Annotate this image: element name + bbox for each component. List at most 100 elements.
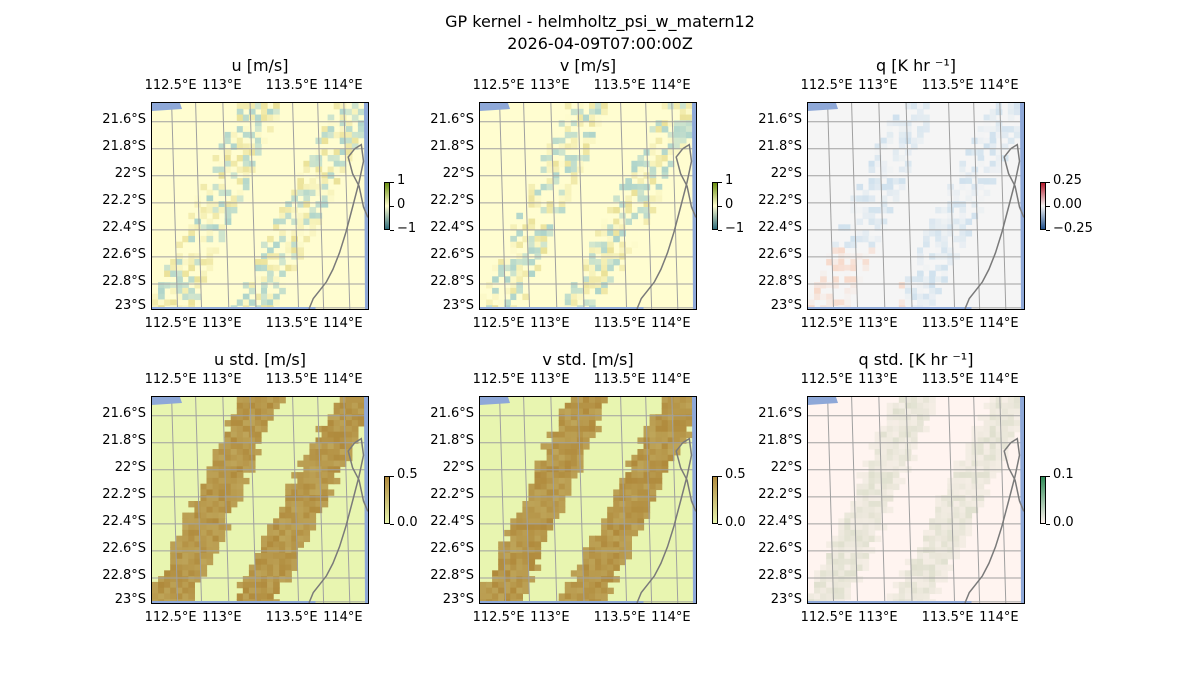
x-tick-label-bottom: 113°E	[858, 610, 898, 625]
heatmap-cell	[1001, 402, 1009, 410]
heatmap-cell	[983, 114, 991, 121]
x-tick-label-top: 114°E	[651, 372, 691, 387]
heatmap-cell	[886, 402, 894, 410]
heatmap-cell	[673, 131, 681, 139]
heatmap-cell	[661, 126, 669, 133]
heatmap-cell	[953, 460, 960, 467]
heatmap-cell	[923, 299, 930, 306]
heatmap-cell	[832, 570, 839, 577]
heatmap-cell	[224, 443, 232, 450]
heatmap-cell	[285, 547, 292, 554]
heatmap-cell	[892, 178, 900, 185]
heatmap-cell	[321, 477, 329, 485]
heatmap-cell	[850, 535, 858, 543]
heatmap-cell	[667, 103, 675, 110]
heatmap-cell	[838, 553, 845, 560]
coastline	[347, 148, 368, 218]
heatmap-cell	[856, 506, 864, 514]
heatmap-cell	[947, 218, 954, 225]
heatmap-cell	[516, 593, 523, 600]
heatmap-cell	[631, 483, 639, 491]
heatmap-cell	[631, 529, 639, 537]
heatmap-cell	[643, 506, 651, 514]
heatmap-cell	[601, 576, 608, 583]
heatmap-cell	[236, 472, 244, 479]
ocean-edge	[152, 307, 316, 309]
heatmap-cell	[188, 529, 195, 537]
heatmap-cell	[267, 587, 274, 595]
heatmap-cell	[552, 160, 560, 168]
heatmap-cell	[868, 241, 876, 249]
heatmap-cell	[224, 506, 232, 514]
heatmap-cell	[297, 512, 304, 519]
heatmap-cell	[206, 512, 214, 519]
heatmap-cell	[667, 143, 675, 150]
heatmap-cell	[832, 593, 839, 600]
heatmap-cell	[929, 547, 936, 554]
heatmap-cell	[309, 477, 317, 485]
heatmap-cell	[552, 472, 560, 479]
heatmap-cell	[218, 460, 226, 467]
heatmap-cell	[176, 259, 183, 266]
heatmap-cell	[576, 593, 584, 600]
heatmap-svg	[808, 103, 1024, 309]
heatmap-cell	[254, 587, 262, 595]
heatmap-cell	[248, 143, 256, 150]
heatmap-cell	[1013, 408, 1021, 415]
heatmap-cell	[595, 593, 602, 600]
heatmap-cell	[643, 477, 651, 485]
heatmap-cell	[868, 477, 876, 485]
heatmap-cell	[904, 126, 912, 133]
heatmap-cell	[856, 553, 864, 560]
colorbar-tick-mark	[718, 230, 722, 231]
heatmap-cell	[267, 414, 274, 421]
heatmap-cell	[820, 587, 827, 595]
heatmap-cell	[661, 414, 669, 421]
colorbar-tick-label: 0	[397, 197, 406, 212]
heatmap-cell	[607, 207, 614, 214]
heatmap-cell	[570, 155, 578, 162]
heatmap-cell	[625, 489, 632, 496]
heatmap-cell	[850, 253, 858, 260]
heatmap-cell	[552, 483, 560, 491]
heatmap-cell	[576, 581, 584, 589]
heatmap-cell	[917, 553, 924, 560]
ocean-edge	[480, 601, 644, 603]
heatmap-cell	[218, 489, 226, 496]
heatmap-cell	[1007, 126, 1015, 133]
heatmap-cell	[935, 276, 942, 283]
heatmap-cell	[309, 495, 317, 502]
heatmap-cell	[261, 137, 268, 145]
heatmap-cell	[333, 431, 341, 439]
heatmap-cell	[874, 501, 882, 508]
heatmap-cell	[510, 558, 517, 566]
heatmap-cell	[516, 253, 523, 260]
heatmap-cell	[498, 593, 505, 600]
heatmap-cell	[655, 126, 663, 133]
heatmap-cell	[504, 287, 511, 295]
heatmap-cell	[236, 155, 244, 162]
heatmap-cell	[570, 443, 578, 450]
heatmap-cell	[838, 593, 845, 600]
heatmap-cell	[619, 224, 626, 231]
heatmap-cell	[576, 114, 584, 121]
heatmap-cell	[637, 207, 645, 214]
heatmap-cell	[850, 576, 858, 583]
heatmap-cell	[570, 454, 578, 462]
heatmap-cell	[607, 524, 614, 531]
heatmap-cell	[504, 259, 511, 266]
heatmap-cell	[206, 472, 214, 479]
heatmap-cell	[212, 541, 220, 548]
heatmap-cell	[898, 460, 906, 467]
heatmap-cell	[200, 276, 208, 283]
heatmap-cell	[959, 178, 967, 185]
heatmap-cell	[522, 541, 530, 548]
heatmap-cell	[230, 414, 238, 421]
heatmap-cell	[261, 276, 268, 283]
heatmap-cell	[564, 189, 572, 197]
heatmap-cell	[516, 259, 523, 266]
heatmap-cell	[345, 126, 353, 133]
heatmap-cell	[279, 259, 286, 266]
heatmap-cell	[673, 431, 681, 439]
heatmap-cell	[242, 114, 250, 121]
